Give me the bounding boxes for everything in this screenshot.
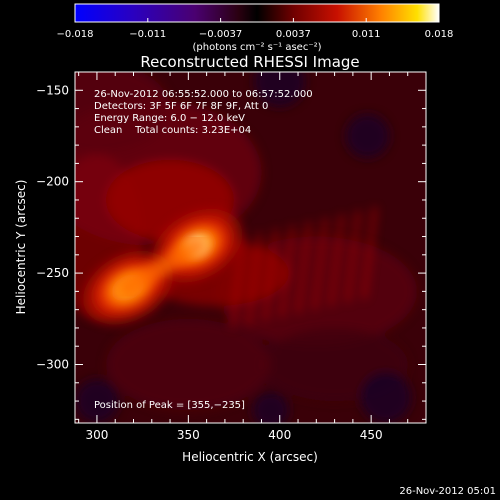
chart-title: Reconstructed RHESSI Image xyxy=(140,53,359,71)
y-tick-label: −200 xyxy=(36,175,69,189)
y-tick-label: −150 xyxy=(36,83,69,97)
heatmap-image xyxy=(75,72,426,423)
y-tick-label: −250 xyxy=(36,266,69,280)
colorbar-tick-label: −0.0037 xyxy=(199,29,242,40)
annotation-time-range: 26-Nov-2012 06:55:52.000 to 06:57:52.000 xyxy=(94,89,313,100)
source-bridge xyxy=(119,236,207,297)
footer-timestamp: 26-Nov-2012 05:01 xyxy=(399,486,496,497)
sidelobe-ripples xyxy=(229,206,378,329)
x-tick-label: 300 xyxy=(85,428,108,442)
plot-frame xyxy=(74,71,427,424)
y-tick-label: −300 xyxy=(36,358,69,372)
axis-ticks: 300 350 400 450 −150 −200 −250 −300 xyxy=(36,71,427,442)
colorbar xyxy=(74,3,440,23)
annotation-clean-counts: Clean Total counts: 3.23E+04 xyxy=(94,125,251,136)
x-tick-label: 450 xyxy=(360,428,383,442)
colorbar-tick-label: 0.0037 xyxy=(276,29,311,40)
peak-position-label: Position of Peak = [355,−235] xyxy=(94,400,245,411)
annotation-detectors: Detectors: 3F 5F 6F 7F 8F 9F, Att 0 xyxy=(94,101,268,112)
colorbar-tick-label: −0.018 xyxy=(56,29,93,40)
colorbar-tick-label: −0.011 xyxy=(129,29,166,40)
colorbar-tick-label: 0.011 xyxy=(352,29,381,40)
x-tick-label: 400 xyxy=(268,428,291,442)
colorbar-unit-label: (photons cm⁻² s⁻¹ asec⁻²) xyxy=(192,42,321,53)
x-tick-label: 350 xyxy=(177,428,200,442)
annotations: 26-Nov-2012 06:55:52.000 to 06:57:52.000… xyxy=(94,89,313,411)
x-axis-label: Heliocentric X (arcsec) xyxy=(182,450,318,464)
annotation-energy-range: Energy Range: 6.0 − 12.0 keV xyxy=(94,113,245,124)
colorbar-tick-label: 0.018 xyxy=(425,29,454,40)
emission-field xyxy=(75,72,417,423)
colorbar-ticks: −0.018 −0.011 −0.0037 0.0037 0.011 0.018 xyxy=(56,18,453,40)
y-axis-label: Heliocentric Y (arcsec) xyxy=(14,180,28,315)
